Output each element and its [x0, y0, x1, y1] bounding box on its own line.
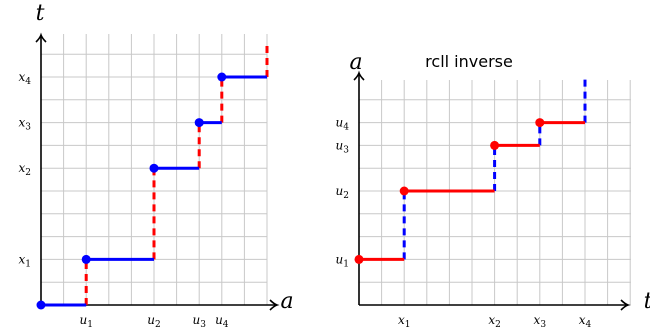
y-tick-label: u4 — [336, 116, 350, 133]
x-tick-label: x3 — [534, 313, 547, 330]
data-point — [535, 118, 545, 128]
x-tick-label: u4 — [215, 313, 229, 330]
data-point — [149, 163, 159, 173]
x-tick-label: u3 — [192, 313, 206, 330]
left-chart-panel: a t u1 u2 u3 u4 x1 x2 x3 x4 — [18, 1, 293, 330]
grid — [358, 80, 631, 306]
y-axis-label: t — [36, 1, 45, 26]
x-axis-label: t — [644, 289, 650, 314]
y-tick-label: x1 — [18, 252, 31, 269]
y-tick-label: u1 — [336, 252, 349, 269]
x-axis-arrow-icon — [269, 299, 280, 311]
y-axis-label: a — [349, 50, 362, 75]
x-axis-arrow-icon — [620, 299, 631, 311]
data-point — [399, 186, 409, 196]
data-point — [194, 118, 204, 128]
y-tick-label: u2 — [336, 184, 349, 201]
y-tick-label: x3 — [18, 116, 31, 133]
x-tick-label: x4 — [579, 313, 592, 330]
data-point — [217, 72, 227, 82]
x-tick-label: x1 — [398, 313, 411, 330]
y-axis-arrow-icon — [35, 32, 47, 43]
y-tick-label: u3 — [336, 138, 350, 155]
chart-title: rcll inverse — [425, 52, 513, 71]
right-chart-panel: t a rcll inverse x1 x2 x3 x4 u1 u2 u3 u4 — [336, 50, 650, 330]
x-tick-label: x2 — [488, 313, 501, 330]
x-axis-label: a — [280, 289, 293, 314]
x-tick-label: u1 — [79, 313, 92, 330]
data-point — [81, 254, 91, 264]
y-tick-label: x4 — [18, 70, 31, 87]
data-point — [36, 300, 46, 310]
data-point — [490, 140, 500, 150]
y-axis-arrow-icon — [353, 70, 365, 81]
y-tick-label: x2 — [18, 161, 31, 178]
data-point — [354, 254, 364, 264]
x-tick-label: u2 — [147, 313, 160, 330]
